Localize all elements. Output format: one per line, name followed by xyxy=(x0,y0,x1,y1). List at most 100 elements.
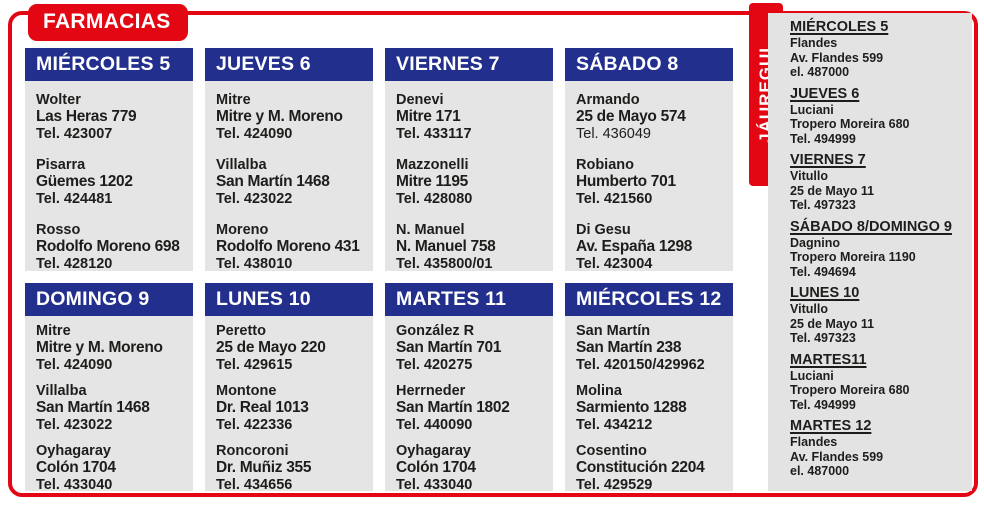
pharmacy-phone: Tel. 423022 xyxy=(36,417,113,433)
sidebar-pharmacy-name: Vitullo xyxy=(790,169,828,183)
pharmacy-address: San Martín 1468 xyxy=(216,173,330,190)
sidebar-pharmacy-phone: Tel. 497323 xyxy=(790,331,856,345)
day-card: VIERNES 7 Denevi Mitre 171 Tel. 433117 Mazzo… xyxy=(385,48,553,271)
pharmacy-name: Mazzonelli xyxy=(396,157,469,173)
pharmacy-address: N. Manuel 758 xyxy=(396,238,496,255)
pharmacy-phone: Tel. 429615 xyxy=(216,357,293,373)
day-card-header: JUEVES 6 xyxy=(205,48,373,81)
sidebar-pharmacy-phone: el. 487000 xyxy=(790,464,850,478)
pharmacy-entry: Wolter Las Heras 779 Tel. 423007 xyxy=(36,92,187,142)
day-card-header: MARTES 11 xyxy=(385,283,553,316)
pharmacy-phone: Tel. 434212 xyxy=(576,417,653,433)
pharmacy-name: Roncoroni xyxy=(216,443,289,459)
pharmacy-entry: Villalba San Martín 1468 Tel. 423022 xyxy=(36,383,187,433)
pharmacy-address: Colón 1704 xyxy=(396,459,476,476)
pharmacy-name: Peretto xyxy=(216,323,266,339)
sidebar-pharmacy-phone: Tel. 494999 xyxy=(790,397,856,412)
sidebar-pharmacy-name: Luciani xyxy=(790,102,834,117)
pharmacy-entry: Armando 25 de Mayo 574 Tel. 436049 xyxy=(576,92,727,142)
pharmacy-name: Herrneder xyxy=(396,383,466,399)
sidebar-section: SÁBADO 8/DOMINGO 9 Dagnino Tropero Moreira… xyxy=(790,219,966,280)
pharmacy-phone: Tel. 435800/01 xyxy=(396,256,493,271)
pharmacy-address: Las Heras 779 xyxy=(36,108,137,125)
pharmacy-name: Wolter xyxy=(36,92,81,108)
pharmacy-name: Rosso xyxy=(36,222,81,238)
day-card: LUNES 10 Peretto 25 de Mayo 220 Tel. 429615… xyxy=(205,283,373,491)
pharmacy-phone: Tel. 420275 xyxy=(396,357,473,373)
pharmacy-entry: Mitre Mitre y M. Moreno Tel. 424090 xyxy=(36,323,187,373)
sidebar-day-header: SÁBADO 8/DOMINGO 9 xyxy=(790,218,952,235)
day-card-header: VIERNES 7 xyxy=(385,48,553,81)
day-card: MIÉRCOLES 12 San Martín San Martín 238 Tel.… xyxy=(565,283,733,491)
pharmacy-phone: Tel. 421560 xyxy=(576,191,653,207)
pharmacy-address: Rodolfo Moreno 698 xyxy=(36,238,180,255)
day-card: JUEVES 6 Mitre Mitre y M. Moreno Tel. 42409… xyxy=(205,48,373,271)
pharmacy-name: Molina xyxy=(576,383,622,399)
day-cards-grid: MIÉRCOLES 5 Wolter Las Heras 779 Tel. 42300… xyxy=(25,48,733,491)
pharmacy-entry: Villalba San Martín 1468 Tel. 423022 xyxy=(216,157,367,207)
pharmacy-address: Colón 1704 xyxy=(36,459,116,476)
day-card-header: DOMINGO 9 xyxy=(25,283,193,316)
pharmacy-address: Dr. Real 1013 xyxy=(216,399,309,416)
sidebar-pharmacy-phone: Tel. 494999 xyxy=(790,131,856,146)
pharmacy-address: San Martín 701 xyxy=(396,339,502,356)
pharmacy-phone: Tel. 420150/429962 xyxy=(576,357,705,373)
pharmacy-phone: Tel. 428080 xyxy=(396,191,473,207)
pharmacy-entry: Denevi Mitre 171 Tel. 433117 xyxy=(396,92,547,142)
day-card-header: SÁBADO 8 xyxy=(565,48,733,81)
pharmacy-entry: Moreno Rodolfo Moreno 431 Tel. 438010 xyxy=(216,222,367,271)
outer-red-frame xyxy=(8,11,978,497)
pharmacy-phone: Tel. 434656 xyxy=(216,477,293,491)
jauregui-sidebar: MIÉRCOLES 5 Flandes Av. Flandes 599 el. 487… xyxy=(768,13,972,491)
pharmacy-entry: Cosentino Constitución 2204 Tel. 429529 xyxy=(576,443,727,491)
pharmacy-name: Mitre xyxy=(216,92,251,108)
pharmacy-name: Di Gesu xyxy=(576,222,631,238)
pharmacy-entry: Pisarra Güemes 1202 Tel. 424481 xyxy=(36,157,187,207)
pharmacy-address: Sarmiento 1288 xyxy=(576,399,687,416)
pharmacy-name: Villalba xyxy=(216,157,267,173)
pharmacy-address: 25 de Mayo 574 xyxy=(576,108,686,125)
pharmacy-name: Oyhagaray xyxy=(396,443,471,459)
pharmacy-address: San Martín 1802 xyxy=(396,399,510,416)
pharmacy-name: Mitre xyxy=(36,323,71,339)
pharmacy-phone: Tel. 440090 xyxy=(396,417,473,433)
pharmacy-address: San Martín 1468 xyxy=(36,399,150,416)
pharmacy-entry: Peretto 25 de Mayo 220 Tel. 429615 xyxy=(216,323,367,373)
sidebar-pharmacy-phone: Tel. 497323 xyxy=(790,198,856,212)
pharmacy-phone: Tel. 433040 xyxy=(36,477,113,491)
pharmacy-phone: Tel. 423004 xyxy=(576,256,653,271)
pharmacy-phone: Tel. 433040 xyxy=(396,477,473,491)
pharmacy-name: Oyhagaray xyxy=(36,443,111,459)
sidebar-pharmacy-phone: el. 487000 xyxy=(790,65,850,79)
pharmacy-entry: Mitre Mitre y M. Moreno Tel. 424090 xyxy=(216,92,367,142)
pharmacy-address: 25 de Mayo 220 xyxy=(216,339,326,356)
pharmacy-name: Cosentino xyxy=(576,443,647,459)
pharmacy-phone: Tel. 429529 xyxy=(576,477,653,491)
pharmacy-phone: Tel. 424481 xyxy=(36,191,113,207)
pharmacy-name: Montone xyxy=(216,383,277,399)
pharmacy-name: N. Manuel xyxy=(396,222,465,238)
day-card: SÁBADO 8 Armando 25 de Mayo 574 Tel. 436049… xyxy=(565,48,733,271)
day-card: MIÉRCOLES 5 Wolter Las Heras 779 Tel. 42300… xyxy=(25,48,193,271)
pharmacy-name: Robiano xyxy=(576,157,634,173)
pharmacy-address: Mitre y M. Moreno xyxy=(36,339,163,356)
day-card-body: Wolter Las Heras 779 Tel. 423007 Pisarra Güe… xyxy=(25,81,193,271)
sidebar-pharmacy-address: 25 de Mayo 11 xyxy=(790,316,875,331)
pharmacy-entry: Oyhagaray Colón 1704 Tel. 433040 xyxy=(396,443,547,491)
day-card-body: Armando 25 de Mayo 574 Tel. 436049 Robiano H… xyxy=(565,81,733,271)
pharmacy-entry: Mazzonelli Mitre 1195 Tel. 428080 xyxy=(396,157,547,207)
day-card-header: MIÉRCOLES 5 xyxy=(25,48,193,81)
sidebar-pharmacy-address: Av. Flandes 599 xyxy=(790,50,884,65)
sidebar-pharmacy-name: Flandes xyxy=(790,435,838,449)
day-card-header: LUNES 10 xyxy=(205,283,373,316)
pharmacy-entry: Oyhagaray Colón 1704 Tel. 433040 xyxy=(36,443,187,491)
pharmacy-entry: Di Gesu Av. España 1298 Tel. 423004 xyxy=(576,222,727,271)
pharmacy-entry: Robiano Humberto 701 Tel. 421560 xyxy=(576,157,727,207)
sidebar-section: LUNES 10 Vitullo 25 de Mayo 11 Tel. 497323 xyxy=(790,285,966,346)
sidebar-day-header: VIERNES 7 xyxy=(790,152,866,168)
sidebar-pharmacy-name: Dagnino xyxy=(790,235,840,250)
sidebar-pharmacy-address: Tropero Moreira 680 xyxy=(790,383,910,397)
sidebar-pharmacy-address: Av. Flandes 599 xyxy=(790,449,884,464)
pharmacy-phone: Tel. 436049 xyxy=(576,126,651,142)
